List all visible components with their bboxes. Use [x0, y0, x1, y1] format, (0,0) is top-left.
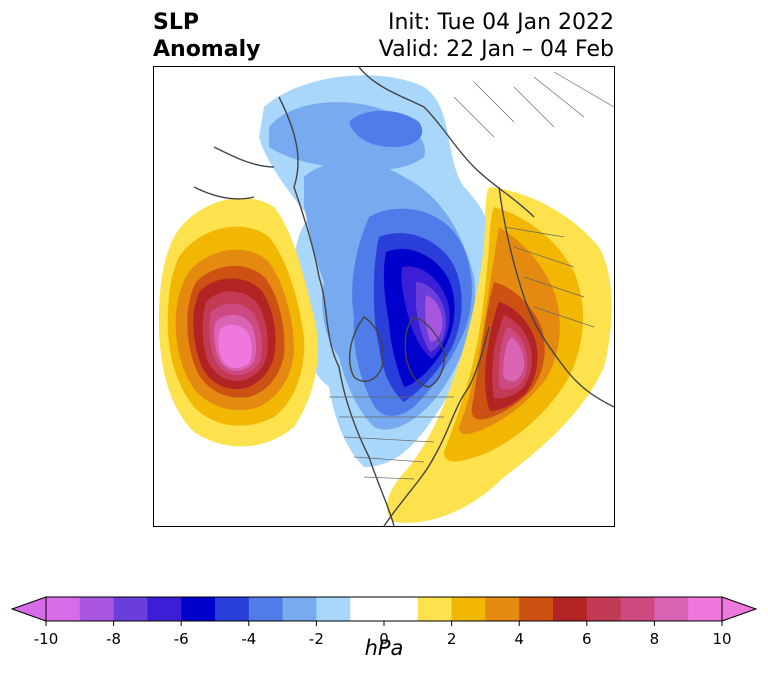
negative-anomaly-region — [259, 75, 495, 467]
coastlines — [193, 67, 614, 526]
border-lines-europe — [503, 226, 595, 328]
colorbar-tick-label: -8 — [106, 630, 121, 648]
map-panel — [153, 66, 615, 527]
colorbar-swatch — [248, 597, 284, 621]
colorbar-tick-label: 6 — [582, 630, 592, 648]
colorbar-overflow-arrow — [721, 596, 758, 622]
colorbar-swatch — [519, 597, 554, 621]
variable-type: Anomaly — [153, 37, 261, 62]
colorbar-swatch — [417, 597, 453, 621]
pacific-band-9 — [218, 324, 252, 368]
colorbar-swatch — [553, 597, 588, 621]
border-lines-north-america — [329, 396, 454, 480]
colorbar-swatch — [46, 597, 81, 621]
coastline-siberia — [193, 146, 275, 200]
colorbar-underflow-arrow — [10, 596, 47, 622]
colorbar-swatch — [181, 597, 216, 621]
colorbar-tick-label: 2 — [447, 630, 457, 648]
colorbar-swatch — [215, 597, 250, 621]
colorbar-swatch — [688, 597, 723, 621]
colorbar-ticks: -10 -8 -6 -4 -2 0 2 4 6 8 10 — [34, 621, 732, 648]
anomaly-band-minus3-north — [349, 110, 423, 147]
anomaly-map — [159, 67, 614, 526]
coastline-eurasia-north — [358, 67, 535, 218]
colorbar-tick-label: -6 — [174, 630, 189, 648]
coastline-east-america — [383, 326, 490, 526]
colorbar-tick-label: -10 — [34, 630, 59, 648]
init-date: Init: Tue 04 Jan 2022 — [387, 10, 614, 35]
colorbar-tick-label: 10 — [712, 630, 731, 648]
colorbar-swatch — [384, 597, 419, 621]
colorbar-tick-label: 8 — [650, 630, 660, 648]
colorbar-swatch — [620, 597, 655, 621]
variable-name: SLP — [153, 10, 199, 35]
plot-title-left: SLP Anomaly — [153, 9, 260, 63]
border-lines-asia — [453, 71, 614, 138]
colorbar-swatch — [485, 597, 520, 621]
positive-anomaly-pacific — [159, 198, 318, 447]
colorbar-tick-label: -2 — [309, 630, 324, 648]
political-borders — [329, 71, 614, 480]
valid-period: Valid: 22 Jan – 04 Feb — [378, 37, 614, 62]
colorbar: -10 -8 -6 -4 -2 0 2 4 6 8 10 — [10, 596, 758, 648]
colorbar-swatch — [147, 597, 182, 621]
colorbar-swatch — [586, 597, 622, 621]
colorbar-unit-label: hPa — [364, 636, 404, 660]
coastline-west-america — [278, 96, 395, 526]
plot-title-right: Init: Tue 04 Jan 2022 Valid: 22 Jan – 04… — [379, 9, 614, 63]
colorbar-swatches — [46, 597, 723, 621]
colorbar-swatch — [79, 597, 115, 621]
colorbar-swatch — [350, 597, 385, 621]
colorbar-swatch — [316, 597, 351, 621]
colorbar-swatch — [282, 597, 317, 621]
atlantic-band-8 — [503, 337, 525, 382]
coastline-europe — [498, 186, 614, 408]
colorbar-tick-label: -4 — [241, 630, 256, 648]
coastline-greenland — [404, 316, 446, 388]
anomaly-band-minus8 — [425, 295, 443, 342]
colorbar-tick-label: 4 — [514, 630, 524, 648]
colorbar-swatch — [113, 597, 148, 621]
coastline-hudson-bay — [349, 316, 384, 383]
colorbar-swatch — [451, 597, 486, 621]
colorbar-tick-label: 0 — [379, 630, 389, 648]
colorbar-swatch — [654, 597, 689, 621]
